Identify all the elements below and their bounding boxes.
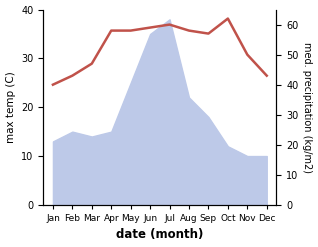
X-axis label: date (month): date (month)	[116, 228, 204, 242]
Y-axis label: max temp (C): max temp (C)	[5, 71, 16, 143]
Y-axis label: med. precipitation (kg/m2): med. precipitation (kg/m2)	[302, 42, 313, 173]
